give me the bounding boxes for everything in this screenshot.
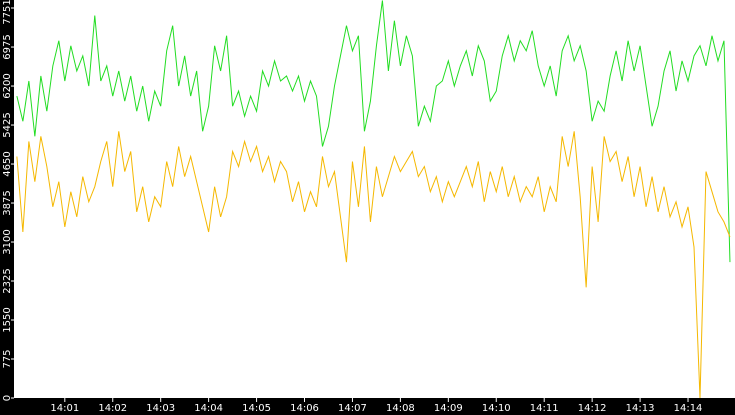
y-tick-label: 7751 [2, 0, 13, 25]
x-tick-label: 14:13 [626, 403, 655, 414]
y-tick-label: 0 [2, 395, 13, 401]
x-tick-label: 14:01 [50, 403, 79, 414]
x-tick-label: 14:09 [434, 403, 463, 414]
y-tick-label: 6975 [2, 34, 13, 59]
series-line [16, 0, 731, 263]
y-tick-label: 3100 [2, 229, 13, 254]
x-tick-label: 14:06 [290, 403, 319, 414]
y-tick-label: 3875 [2, 190, 13, 215]
y-tick-label: 5425 [2, 112, 13, 137]
y-tick-label: 2325 [2, 268, 13, 293]
x-tick-label: 14:08 [386, 403, 415, 414]
series-line [16, 131, 731, 399]
x-tick-label: 14:14 [674, 403, 703, 414]
y-tick-label: 775 [2, 349, 13, 368]
x-tick-label: 14:04 [194, 403, 223, 414]
y-tick-label: 1550 [2, 307, 13, 332]
y-tick-label: 6200 [2, 73, 13, 98]
x-tick-label: 14:03 [146, 403, 175, 414]
x-tick-label: 14:05 [242, 403, 271, 414]
x-tick-label: 14:02 [98, 403, 127, 414]
y-tick-label: 4650 [2, 151, 13, 176]
x-tick-label: 14:10 [482, 403, 511, 414]
x-tick-label: 14:07 [338, 403, 367, 414]
x-tick-label: 14:12 [578, 403, 607, 414]
x-tick-label: 14:11 [530, 403, 559, 414]
